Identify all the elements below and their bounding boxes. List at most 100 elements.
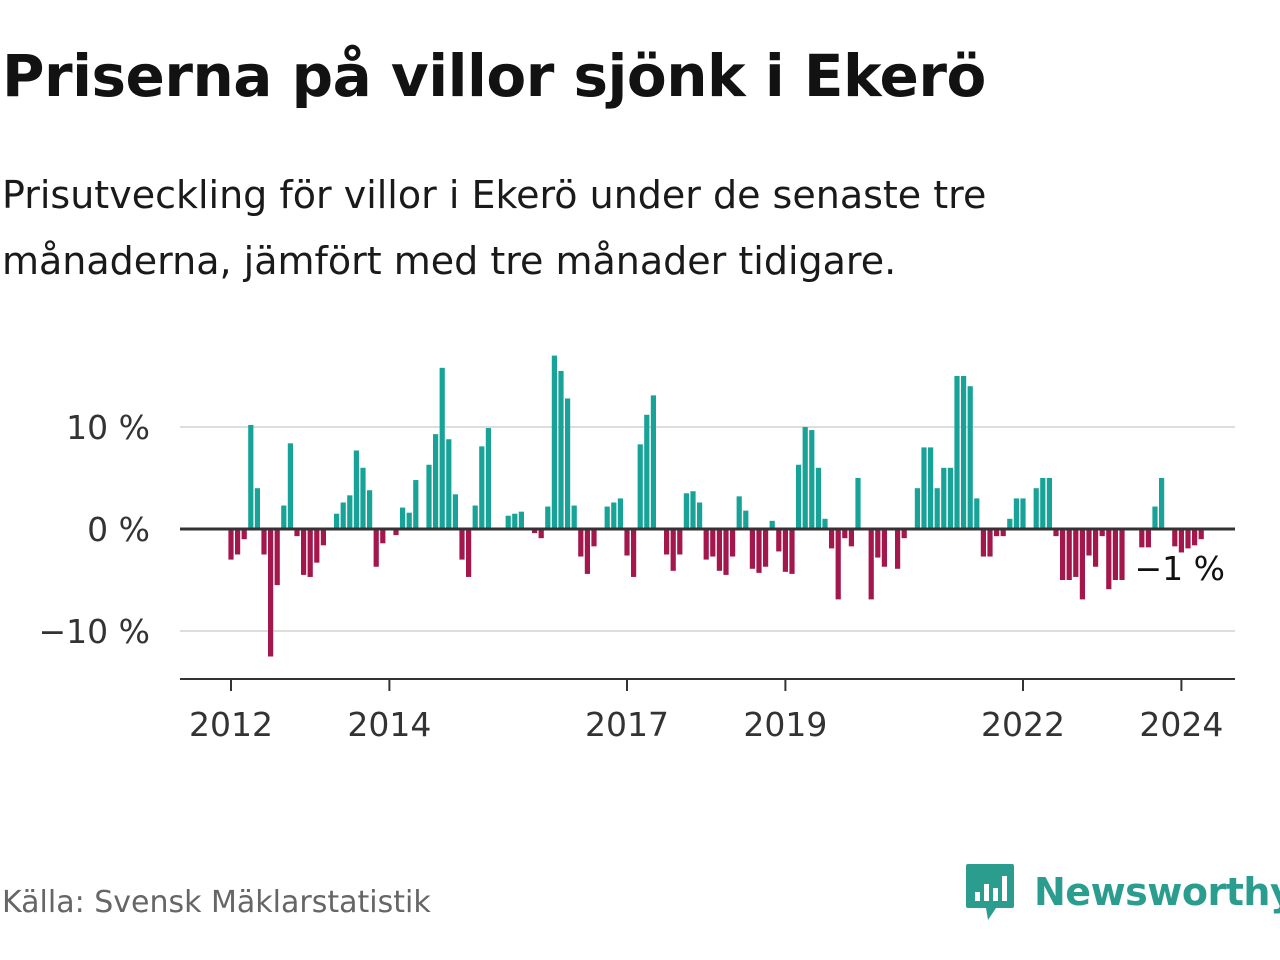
bar — [822, 518, 828, 529]
bar — [829, 529, 835, 549]
bar — [1013, 498, 1019, 529]
bar — [314, 529, 320, 563]
bar — [815, 467, 821, 529]
bar — [1185, 529, 1191, 549]
bar — [1060, 529, 1066, 580]
bar — [584, 529, 590, 574]
bar — [967, 386, 973, 529]
bar — [1000, 529, 1006, 537]
bar — [294, 529, 300, 537]
bar — [307, 529, 313, 577]
bar — [743, 510, 749, 529]
bar — [400, 507, 406, 529]
bar — [1145, 529, 1151, 548]
bar-chart: 10 % 0 % −10 % 2012 2014 2017 2019 2022 2024 −1… — [39, 355, 1235, 744]
bar — [353, 450, 359, 529]
bar — [1053, 529, 1059, 537]
bar — [1020, 498, 1026, 529]
chart-title: Priserna på villor sjönk i Ekerö — [2, 42, 986, 110]
bar — [268, 529, 274, 657]
bar — [1106, 529, 1112, 590]
bar — [1159, 478, 1165, 529]
bar — [914, 488, 920, 529]
bar — [565, 398, 571, 529]
bar — [1007, 518, 1013, 529]
bar — [512, 513, 518, 529]
bar — [538, 529, 544, 539]
bar — [1139, 529, 1145, 548]
bar — [479, 446, 485, 529]
bar — [320, 529, 326, 546]
bar — [1086, 529, 1092, 556]
bar — [406, 512, 412, 529]
x-tick-label: 2019 — [743, 705, 827, 744]
bar — [373, 529, 379, 567]
bar — [802, 427, 808, 529]
bar — [954, 376, 960, 529]
bar — [274, 529, 280, 586]
bar — [228, 529, 234, 560]
bar — [631, 529, 637, 577]
bar — [235, 529, 241, 555]
bar — [433, 434, 439, 529]
bar — [426, 464, 432, 529]
bar — [868, 529, 874, 600]
bar — [485, 428, 491, 529]
bar — [624, 529, 630, 556]
bar — [380, 529, 386, 544]
bar — [789, 529, 795, 574]
bar — [1033, 488, 1039, 529]
bar — [611, 502, 617, 529]
bar — [842, 529, 848, 539]
bar — [895, 529, 901, 569]
bar — [281, 505, 287, 529]
y-tick-label: −10 % — [39, 612, 151, 651]
bar — [809, 430, 815, 529]
bar — [881, 529, 887, 567]
bar — [848, 529, 854, 547]
bar — [413, 480, 419, 529]
bar — [301, 529, 307, 575]
bar — [367, 490, 373, 529]
bar — [571, 505, 577, 529]
bar — [901, 529, 907, 539]
bar — [1119, 529, 1125, 580]
bar — [650, 395, 656, 529]
bar — [875, 529, 881, 558]
bar — [1099, 529, 1105, 537]
bar — [439, 367, 445, 529]
bar — [254, 488, 260, 529]
bar — [716, 529, 722, 571]
bar — [360, 467, 366, 529]
bar — [749, 529, 755, 569]
bar — [987, 529, 993, 557]
bar — [994, 529, 1000, 537]
bar — [340, 502, 346, 529]
bar — [796, 464, 802, 529]
bar — [974, 498, 980, 529]
bar — [1172, 529, 1178, 547]
bar — [980, 529, 986, 557]
bar — [921, 447, 927, 529]
bar — [459, 529, 465, 560]
newsworthy-logo-icon — [966, 864, 1014, 920]
bar — [241, 529, 247, 540]
x-tick-label: 2012 — [189, 705, 273, 744]
bar — [710, 529, 716, 557]
bar — [393, 529, 399, 536]
bar — [683, 493, 689, 529]
bar — [941, 467, 947, 529]
bar — [1046, 478, 1052, 529]
bar — [1112, 529, 1118, 580]
bar — [947, 467, 953, 529]
bar — [723, 529, 729, 575]
bar — [578, 529, 584, 557]
x-tick-label: 2024 — [1139, 705, 1223, 744]
bar — [248, 424, 254, 529]
bar — [730, 529, 736, 557]
y-tick-label: 0 % — [87, 510, 150, 549]
bar — [1093, 529, 1099, 567]
bar — [591, 529, 597, 547]
bar — [1066, 529, 1072, 580]
x-axis-ticks: 2012 2014 2017 2019 2022 2024 — [189, 679, 1223, 744]
